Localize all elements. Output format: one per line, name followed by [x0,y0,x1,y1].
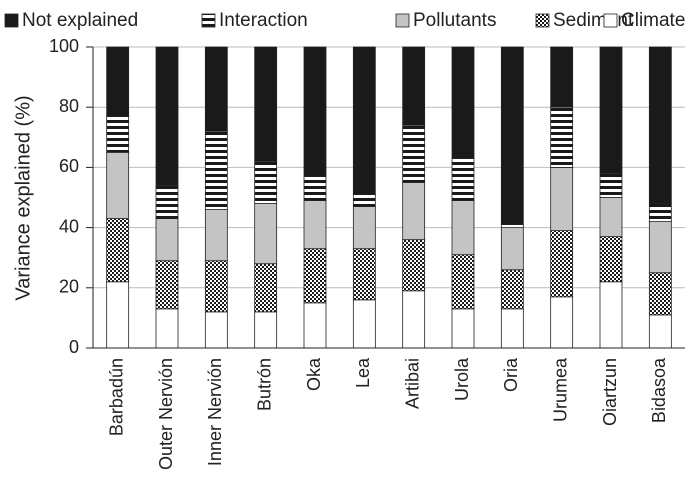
bar-segment [155,185,179,219]
legend-label: Not explained [22,10,138,31]
bar-segment [648,203,672,222]
x-tick-label: Barbadún [106,358,126,436]
bar-segment [451,308,475,349]
bar-segment [106,281,130,349]
y-tick-label: 20 [59,277,79,297]
bar-segment [550,230,574,298]
x-tick-label: Oka [304,357,324,391]
bar-segment [352,299,376,349]
x-tick-label: Outer Nervión [156,358,176,470]
y-tick-label: 80 [59,96,79,116]
x-tick-label: Butrón [254,358,274,411]
bar-segment [303,176,327,201]
bar-segment [303,200,327,250]
legend-label: Interaction [219,10,308,31]
bar-segment [155,46,179,186]
x-tick-label: Urola [452,357,472,401]
bar-segment [402,46,426,126]
bar-segment [648,272,672,316]
bar-segment [106,115,130,153]
bar-segment [155,308,179,349]
bar-segment [352,194,376,207]
bar-segment [106,151,130,219]
bar-segment [402,239,426,292]
bar-segment [254,46,278,162]
x-tick-label: Oria [501,357,521,392]
bar-segment [303,302,327,349]
bar-segment [204,46,228,132]
legend-swatch [535,13,550,28]
bar-segment [402,124,426,183]
legend-swatch [4,13,19,28]
bar-segment [352,206,376,250]
bar-segment [599,197,623,238]
bar-segment [254,160,278,204]
bar-segment [352,248,376,301]
bar-segment [204,130,228,210]
bar-segment [254,311,278,349]
bar-segment [500,227,524,271]
bar-segment [550,106,574,168]
legend-swatch [395,13,410,28]
bar-segment [648,221,672,274]
bar-segment [451,200,475,256]
bar-segment [550,46,574,108]
x-tick-label: Inner Nervión [205,358,225,466]
bar-segment [599,281,623,349]
bar-segment [550,296,574,349]
bar-segment [500,46,524,225]
bar-segment [204,260,228,313]
bar-segment [303,46,327,177]
bar-segment [500,269,524,310]
bar-segment [599,46,623,174]
bar-segment [451,46,475,159]
bar-segment [402,182,426,241]
y-tick-label: 40 [59,216,79,236]
x-tick-label: Artibai [402,358,422,409]
bar-segment [451,254,475,310]
bar-segment [500,308,524,349]
x-tick-label: Lea [353,357,373,388]
bar-segment [451,157,475,201]
bar-segment [204,209,228,262]
bar-segment [155,218,179,262]
bar-segment [500,224,524,228]
bar-segment [599,173,623,198]
bar-segment [303,248,327,304]
bar-segment [402,290,426,349]
bar-segment [155,260,179,310]
bar-segment [254,203,278,265]
y-axis-label: Variance explained (%) [12,95,34,300]
legend-label: Pollutants [413,10,496,31]
bar-segment [599,236,623,283]
x-tick-label: Urumea [550,357,570,422]
y-tick-label: 100 [49,36,79,56]
y-tick-label: 0 [69,337,79,357]
bar-segment [352,46,376,195]
bar-segment [550,166,574,232]
legend-label: Climate [621,10,685,31]
y-tick-label: 60 [59,156,79,176]
bar-segment [106,46,130,117]
bar-segment [204,311,228,349]
legend-swatch [603,13,618,28]
legend-swatch [201,13,216,28]
x-tick-label: Bidasoa [649,357,669,423]
bar-segment [254,263,278,313]
bar-segment [648,46,672,204]
x-tick-label: Oiartzun [600,358,620,426]
bar-segment [648,314,672,349]
bar-segment [106,218,130,283]
